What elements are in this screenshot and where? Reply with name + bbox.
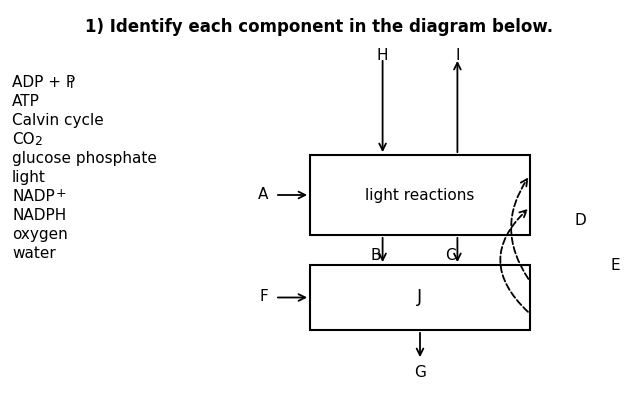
Text: F: F xyxy=(259,289,268,304)
Text: Calvin cycle: Calvin cycle xyxy=(12,113,104,128)
Text: I: I xyxy=(455,48,459,63)
Text: B: B xyxy=(370,247,381,262)
Text: NADP: NADP xyxy=(12,189,55,204)
Text: 2: 2 xyxy=(34,135,42,148)
Bar xyxy=(310,265,530,330)
Text: 1) Identify each component in the diagram below.: 1) Identify each component in the diagra… xyxy=(85,18,553,36)
Text: NADPH: NADPH xyxy=(12,208,66,223)
Text: ADP + P: ADP + P xyxy=(12,75,75,90)
Text: D: D xyxy=(574,213,586,228)
Text: C: C xyxy=(445,247,456,262)
FancyArrowPatch shape xyxy=(500,210,528,312)
Text: water: water xyxy=(12,246,56,261)
Text: ATP: ATP xyxy=(12,94,40,109)
Text: E: E xyxy=(610,258,619,273)
Text: light: light xyxy=(12,170,46,185)
Text: oxygen: oxygen xyxy=(12,227,68,242)
FancyArrowPatch shape xyxy=(511,179,528,279)
Text: CO: CO xyxy=(12,132,34,147)
Text: i: i xyxy=(70,78,73,91)
Text: +: + xyxy=(56,187,66,200)
Text: A: A xyxy=(258,186,268,201)
Text: G: G xyxy=(414,365,426,380)
Text: H: H xyxy=(377,48,389,63)
Bar xyxy=(310,155,530,235)
Text: J: J xyxy=(417,288,422,307)
Text: glucose phosphate: glucose phosphate xyxy=(12,151,157,166)
Text: light reactions: light reactions xyxy=(366,188,475,203)
